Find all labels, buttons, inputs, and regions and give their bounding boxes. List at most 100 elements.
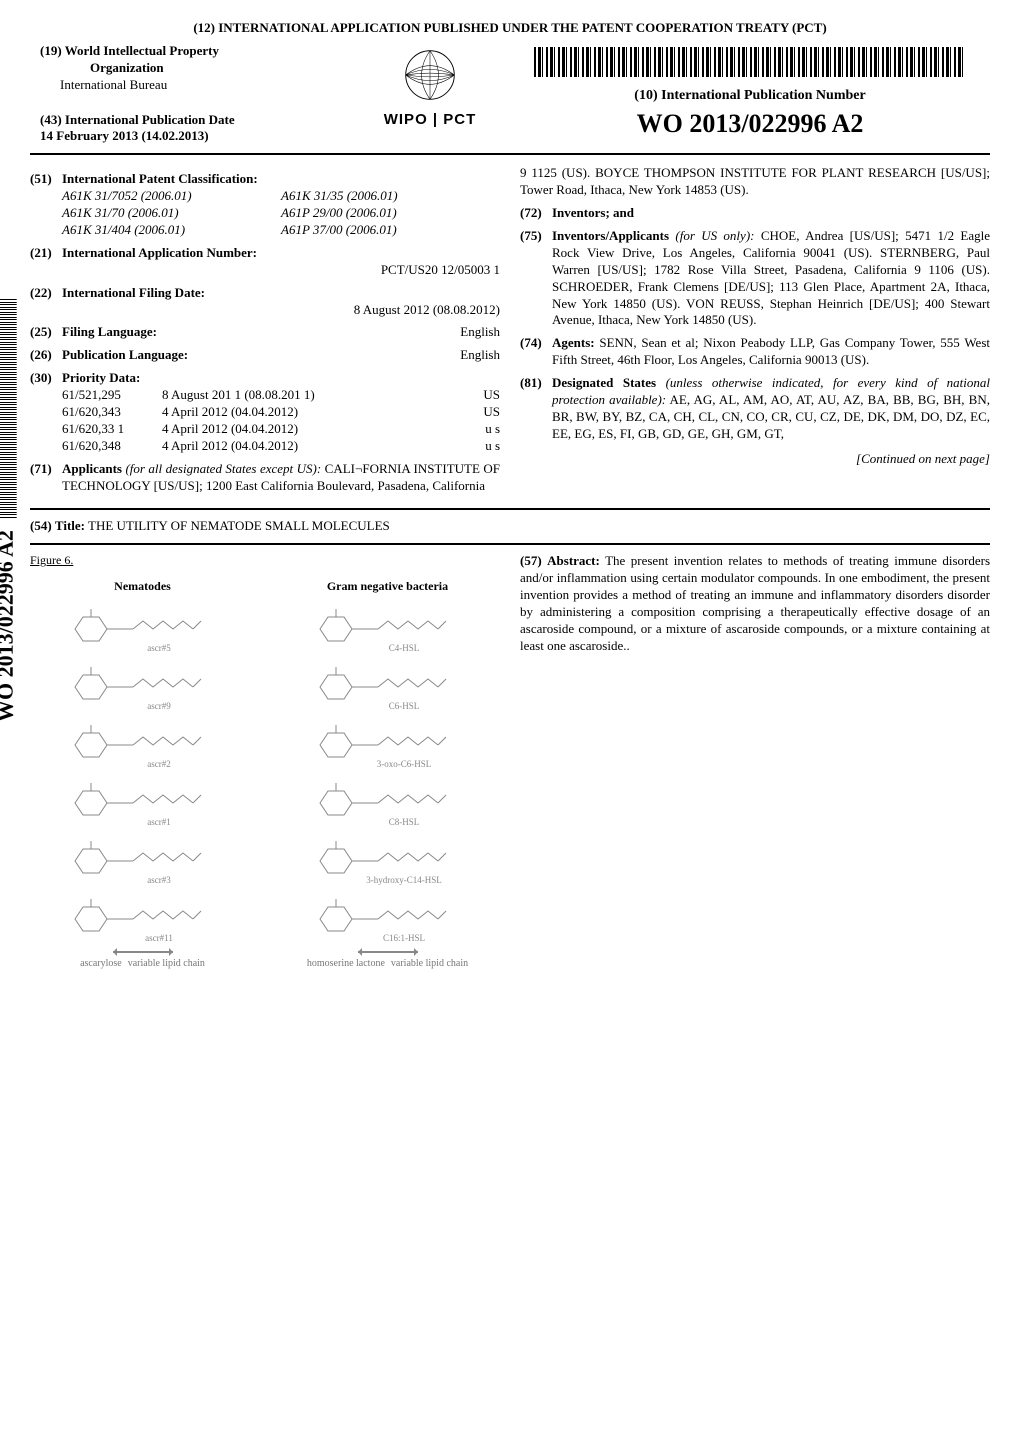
- ipc-table: A61K 31/7052 (2006.01)A61K 31/35 (2006.0…: [62, 188, 500, 239]
- field-75: (75) Inventors/Applicants (for US only):…: [520, 228, 990, 329]
- field-74-label: Agents:: [552, 335, 595, 350]
- svg-text:ascr#9: ascr#9: [147, 701, 171, 711]
- pubdate-label: International Publication Date: [65, 112, 235, 127]
- field-26: (26) Publication Language: English: [30, 347, 500, 364]
- chem-structure: ascr#11: [30, 893, 255, 945]
- field-81-num: (81): [520, 375, 552, 443]
- ipc-cell: A61P 29/00 (2006.01): [281, 205, 500, 222]
- field-72-label: Inventors; and: [552, 205, 634, 220]
- priority-row: 61/620,3434 April 2012 (04.04.2012)US: [62, 404, 500, 421]
- field-81: (81) Designated States (unless otherwise…: [520, 375, 990, 443]
- pct-header-line: (12) INTERNATIONAL APPLICATION PUBLISHED…: [30, 20, 990, 37]
- field-30: (30) Priority Data: 61/521,2958 August 2…: [30, 370, 500, 454]
- field-22-label: International Filing Date:: [62, 285, 205, 300]
- figure-panel: Figure 6. Nematodes ascr#5: [30, 553, 500, 969]
- spine: WO 2013/022996 A2: [0, 298, 20, 722]
- lower-block: Figure 6. Nematodes ascr#5: [30, 553, 990, 969]
- chem-structure: ascr#2: [30, 719, 255, 771]
- intl-filing-date: 8 August 2012 (08.08.2012): [62, 302, 500, 319]
- field-51-num: (51): [30, 171, 62, 239]
- chem-structure: C6-HSL: [275, 661, 500, 713]
- bacteria-footer: [275, 951, 500, 953]
- intl-app-number: PCT/US20 12/05003 1: [62, 262, 500, 279]
- bibliographic-block: (51) International Patent Classification…: [30, 165, 990, 510]
- ipc-cell: A61K 31/35 (2006.01): [281, 188, 500, 205]
- header-block: (19) World Intellectual Property Organiz…: [30, 43, 990, 155]
- field-81-label: Designated States: [552, 375, 656, 390]
- prio-country: u s: [460, 438, 500, 455]
- field-26-label: Publication Language:: [62, 347, 188, 364]
- applicants-cont: 9 1125 (US). BOYCE THOMPSON INSTITUTE FO…: [520, 165, 990, 199]
- field-22: (22) International Filing Date: 8 August…: [30, 285, 500, 319]
- continued-note: [Continued on next page]: [520, 451, 990, 468]
- foot-ascarylose: ascarylose: [80, 957, 122, 970]
- ipc-cell: A61K 31/70 (2006.01): [62, 205, 281, 222]
- field-72-num: (72): [520, 205, 552, 222]
- nematode-footer-labels: ascarylose variable lipid chain: [30, 957, 255, 970]
- prio-country: u s: [460, 421, 500, 438]
- agents-body: SENN, Sean et al; Nixon Peabody LLP, Gas…: [552, 335, 990, 367]
- nematodes-title: Nematodes: [30, 579, 255, 595]
- field-74: (74) Agents: SENN, Sean et al; Nixon Pea…: [520, 335, 990, 369]
- prio-country: US: [460, 404, 500, 421]
- field-21: (21) International Application Number: P…: [30, 245, 500, 279]
- filing-language: English: [460, 324, 500, 341]
- chem-structure: ascr#3: [30, 835, 255, 887]
- field-25-label: Filing Language:: [62, 324, 157, 341]
- field-75-qual: (for US only):: [675, 228, 754, 243]
- arrow-icon: [358, 951, 418, 953]
- prio-date: 4 April 2012 (04.04.2012): [162, 421, 460, 438]
- field-43-num: (43): [40, 112, 62, 127]
- field-25-num: (25): [30, 324, 62, 341]
- spine-pubnum: WO 2013/022996 A2: [0, 530, 20, 722]
- field-57-num: (57): [520, 553, 542, 568]
- field-54-num: (54): [30, 518, 52, 533]
- field-10-num: (10): [634, 88, 657, 103]
- wipo-logo: WIPO | PCT: [370, 43, 490, 129]
- svg-text:ascr#2: ascr#2: [147, 759, 171, 769]
- ipc-cell: A61K 31/7052 (2006.01): [62, 188, 281, 205]
- foot-varlipid: variable lipid chain: [128, 957, 205, 970]
- prio-date: 4 April 2012 (04.04.2012): [162, 438, 460, 455]
- svg-text:3-hydroxy-C14-HSL: 3-hydroxy-C14-HSL: [366, 875, 442, 885]
- pub-language: English: [460, 347, 500, 364]
- abstract-panel: (57) Abstract: The present invention rel…: [520, 553, 990, 969]
- field-22-num: (22): [30, 285, 62, 319]
- invention-title: THE UTILITY OF NEMATODE SMALL MOLECULES: [88, 518, 390, 533]
- prio-date: 8 August 201 1 (08.08.201 1): [162, 387, 460, 404]
- biblio-right-col: 9 1125 (US). BOYCE THOMPSON INSTITUTE FO…: [520, 165, 990, 500]
- title-row: (54) Title: THE UTILITY OF NEMATODE SMAL…: [30, 510, 990, 545]
- chem-structure: C8-HSL: [275, 777, 500, 829]
- field-71-qual: (for all designated States except US):: [125, 461, 321, 476]
- biblio-left-col: (51) International Patent Classification…: [30, 165, 500, 500]
- chem-structure: 3-hydroxy-C14-HSL: [275, 835, 500, 887]
- chem-columns: Nematodes ascr#5 ascr#9: [30, 579, 500, 970]
- header-right: (10) International Publication Number WO…: [490, 43, 990, 141]
- pubdate-value: 14 February 2013 (14.02.2013): [40, 128, 370, 145]
- field-51: (51) International Patent Classification…: [30, 171, 500, 239]
- field-72: (72) Inventors; and: [520, 205, 990, 222]
- chem-structure: ascr#9: [30, 661, 255, 713]
- prio-country: US: [460, 387, 500, 404]
- chem-structure: 3-oxo-C6-HSL: [275, 719, 500, 771]
- bacteria-title: Gram negative bacteria: [275, 579, 500, 595]
- svg-text:ascr#3: ascr#3: [147, 875, 171, 885]
- field-71-num: (71): [30, 461, 62, 495]
- field-75-num: (75): [520, 228, 552, 329]
- org-line-1: World Intellectual Property: [65, 43, 219, 58]
- ipc-cell: A61K 31/404 (2006.01): [62, 222, 281, 239]
- publication-barcode: [534, 47, 966, 77]
- prio-num: 61/620,343: [62, 404, 162, 421]
- chem-structure: C4-HSL: [275, 603, 500, 655]
- field-21-label: International Application Number:: [62, 245, 257, 260]
- field-19-num: (19): [40, 43, 62, 58]
- figure-label: Figure 6.: [30, 553, 500, 569]
- chem-structure: C16:1-HSL: [275, 893, 500, 945]
- wipo-globe-icon: [402, 47, 458, 103]
- field-25: (25) Filing Language: English: [30, 324, 500, 341]
- field-74-num: (74): [520, 335, 552, 369]
- svg-text:C4-HSL: C4-HSL: [388, 643, 419, 653]
- nematodes-col: Nematodes ascr#5 ascr#9: [30, 579, 255, 970]
- prio-num: 61/620,348: [62, 438, 162, 455]
- arrow-icon: [113, 951, 173, 953]
